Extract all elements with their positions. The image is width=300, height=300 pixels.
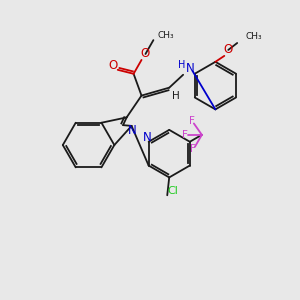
- Text: O: O: [224, 44, 233, 56]
- Text: F: F: [182, 130, 188, 140]
- Text: Cl: Cl: [168, 186, 178, 196]
- Text: N: N: [143, 131, 152, 144]
- Text: H: H: [172, 91, 180, 100]
- Text: N: N: [186, 62, 194, 75]
- Text: O: O: [108, 59, 117, 72]
- Text: CH₃: CH₃: [158, 31, 174, 40]
- Text: H: H: [178, 60, 186, 70]
- Text: F: F: [189, 116, 195, 126]
- Text: O: O: [141, 47, 150, 61]
- Text: F: F: [190, 144, 196, 154]
- Text: N: N: [128, 124, 137, 137]
- Text: CH₃: CH₃: [245, 32, 262, 40]
